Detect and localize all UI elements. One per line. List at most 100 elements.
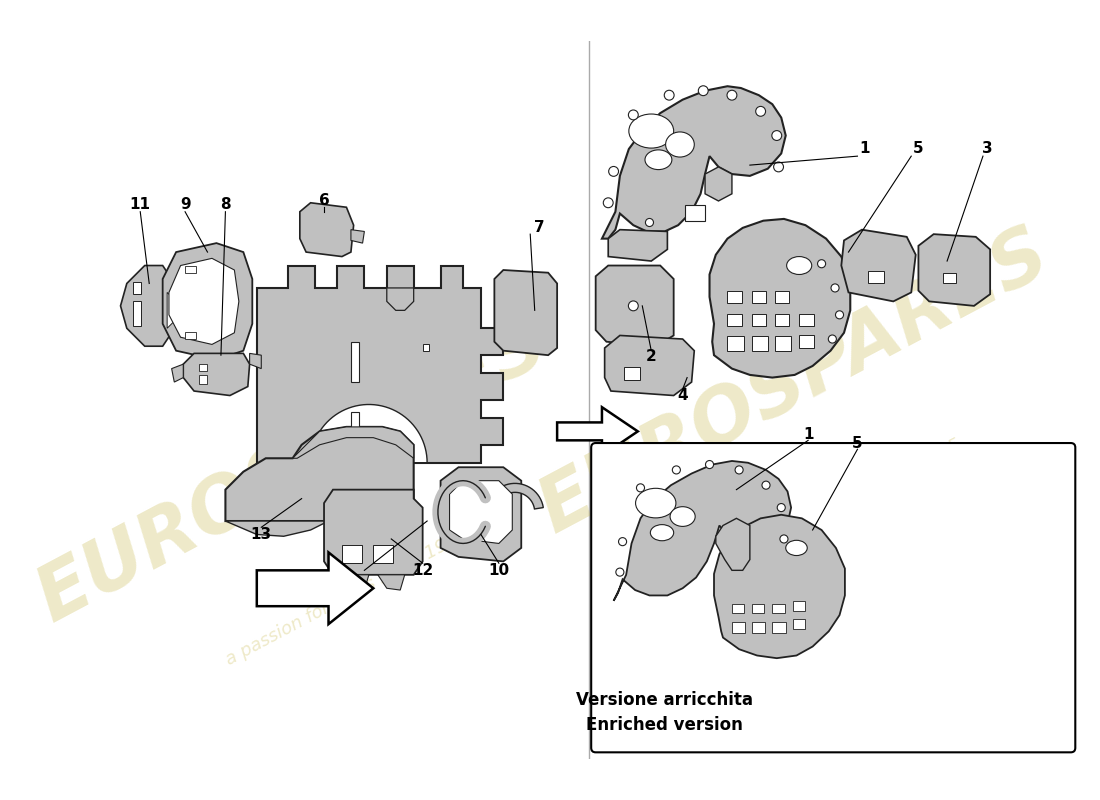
Ellipse shape [785,540,807,555]
Text: 6: 6 [319,194,329,209]
Polygon shape [842,230,915,302]
Polygon shape [557,407,638,455]
Text: 8: 8 [220,197,231,212]
Polygon shape [387,288,414,310]
Bar [793,601,804,610]
Bar [793,618,804,629]
Polygon shape [605,335,694,395]
Polygon shape [441,467,521,562]
Polygon shape [614,461,791,601]
Circle shape [762,481,770,490]
Text: 12: 12 [412,563,433,578]
Bar [727,290,741,303]
Text: Versione arricchita: Versione arricchita [576,691,754,710]
Bar [800,314,814,326]
Bar [625,367,640,380]
Polygon shape [714,514,845,658]
Bar [800,335,814,348]
Text: 11: 11 [130,197,151,212]
Circle shape [773,162,783,172]
Bar [776,336,791,350]
Polygon shape [450,481,513,543]
Bar [185,266,196,273]
Bar [772,603,784,614]
Polygon shape [710,219,850,378]
Text: 5: 5 [913,142,924,157]
Text: a passion for parts since 1985: a passion for parts since 1985 [715,436,964,579]
Bar [751,336,768,350]
Polygon shape [377,575,405,590]
Polygon shape [918,234,990,306]
Polygon shape [333,490,414,526]
Ellipse shape [786,257,812,274]
Text: a passion for parts since 1985: a passion for parts since 1985 [222,526,471,669]
Text: 3: 3 [982,142,993,157]
Bar [772,622,785,633]
Polygon shape [351,230,364,243]
Circle shape [672,466,681,474]
Polygon shape [716,518,750,570]
Polygon shape [184,354,250,395]
Circle shape [830,284,839,292]
Ellipse shape [670,506,695,526]
Polygon shape [167,293,176,328]
Circle shape [836,310,844,319]
Circle shape [780,535,788,543]
Circle shape [727,90,737,100]
Circle shape [637,484,645,492]
Polygon shape [342,575,369,590]
Circle shape [603,198,613,208]
Ellipse shape [645,150,672,170]
Polygon shape [602,86,785,238]
Circle shape [664,90,674,100]
Polygon shape [608,230,668,261]
Bar [751,290,766,303]
Polygon shape [293,427,414,458]
Polygon shape [256,553,373,624]
Circle shape [756,106,766,116]
Bar [133,282,141,294]
Bar [422,345,429,350]
FancyBboxPatch shape [591,443,1076,752]
Text: 5: 5 [852,435,862,450]
Ellipse shape [650,525,673,541]
Text: EUROSPARES: EUROSPARES [527,216,1063,548]
Bar [373,546,393,563]
Ellipse shape [629,114,673,148]
Circle shape [828,335,836,343]
Polygon shape [310,405,427,462]
Circle shape [772,130,782,141]
Circle shape [705,461,714,469]
Bar [751,622,766,633]
Circle shape [735,466,744,474]
Circle shape [778,503,785,512]
Polygon shape [226,521,329,536]
Bar [732,603,745,614]
Bar [868,271,884,283]
Polygon shape [486,483,543,509]
Circle shape [646,218,653,226]
Bar [776,314,790,326]
Polygon shape [172,364,184,382]
Polygon shape [169,258,239,345]
Text: EUROSPARES: EUROSPARES [25,306,560,638]
Circle shape [698,86,708,96]
Text: 13: 13 [251,527,272,542]
Circle shape [628,301,638,310]
Text: 7: 7 [534,220,544,235]
Text: 4: 4 [678,388,688,403]
Text: 10: 10 [488,563,509,578]
Bar [751,314,766,326]
Text: 2: 2 [646,350,657,365]
Ellipse shape [666,132,694,157]
Circle shape [616,568,624,576]
Polygon shape [250,354,262,369]
Polygon shape [163,243,252,360]
Polygon shape [256,266,504,462]
Polygon shape [121,266,172,346]
Bar [351,412,359,431]
Polygon shape [705,167,732,201]
Bar [751,603,764,614]
Polygon shape [300,202,353,257]
Text: 1: 1 [859,142,870,157]
